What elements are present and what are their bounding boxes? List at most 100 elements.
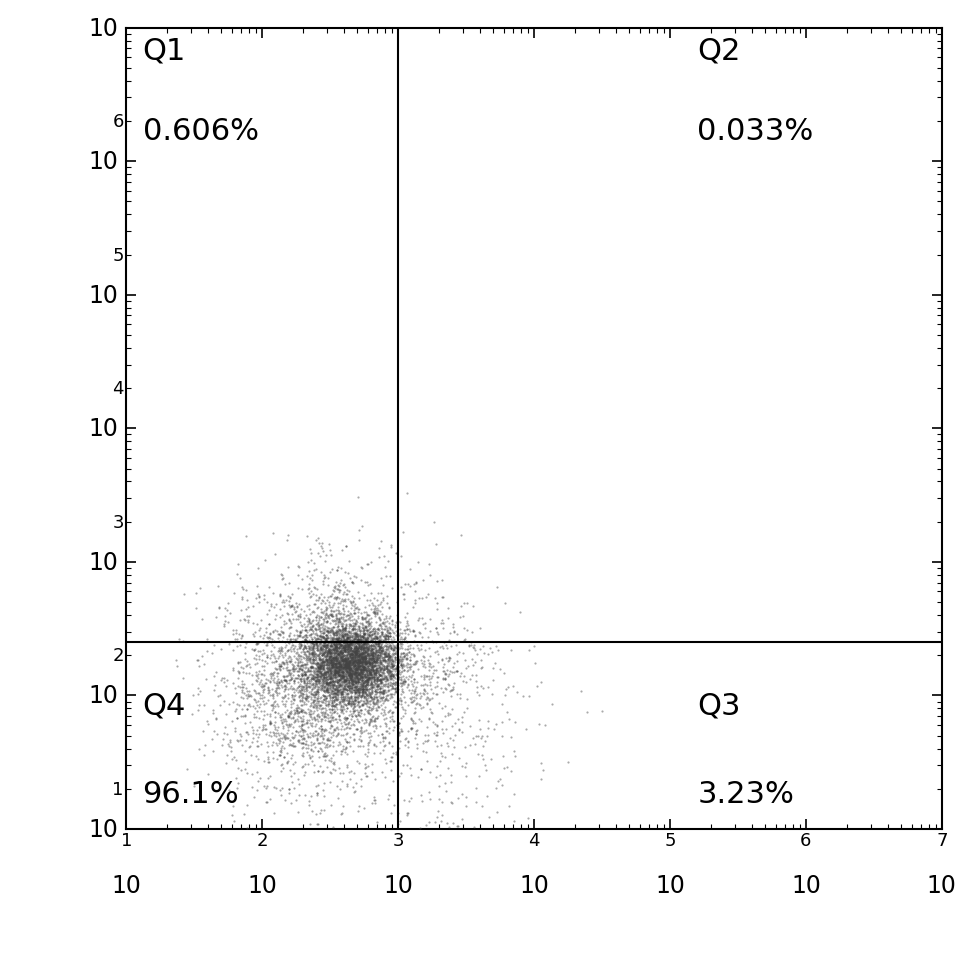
Point (339, 639, 354, 654)
Point (412, 626, 427, 641)
Point (305, 651, 320, 666)
Point (358, 656, 374, 671)
Point (330, 614, 346, 629)
Point (355, 588, 371, 603)
Point (331, 672, 347, 687)
Point (355, 677, 371, 692)
Point (501, 712, 517, 727)
Point (326, 695, 342, 710)
Point (330, 678, 346, 693)
Point (338, 655, 353, 670)
Point (369, 653, 385, 668)
Point (353, 667, 369, 682)
Point (379, 688, 394, 703)
Point (306, 587, 321, 602)
Point (338, 564, 353, 579)
Point (373, 672, 388, 687)
Point (338, 731, 353, 746)
Point (265, 623, 281, 639)
Point (322, 649, 338, 664)
Point (285, 661, 301, 677)
Point (465, 668, 481, 683)
Point (382, 599, 397, 615)
Point (380, 614, 395, 629)
Point (285, 642, 301, 658)
Point (408, 596, 423, 611)
Point (390, 696, 406, 711)
Point (298, 687, 314, 702)
Point (379, 669, 394, 684)
Point (358, 641, 374, 657)
Point (330, 625, 346, 640)
Point (349, 647, 364, 662)
Point (375, 742, 390, 758)
Point (289, 652, 305, 667)
Point (345, 701, 360, 717)
Point (293, 674, 309, 689)
Point (317, 745, 332, 760)
Point (280, 533, 295, 548)
Point (313, 565, 328, 580)
Point (395, 685, 411, 700)
Point (392, 649, 408, 664)
Point (406, 647, 421, 662)
Point (296, 663, 312, 679)
Point (314, 665, 329, 680)
Point (330, 692, 346, 707)
Point (326, 662, 342, 678)
Point (335, 675, 351, 690)
Point (322, 643, 338, 659)
Point (275, 739, 290, 754)
Point (340, 634, 355, 649)
Point (337, 652, 352, 667)
Point (356, 662, 372, 678)
Point (333, 639, 349, 654)
Point (398, 646, 414, 661)
Point (343, 642, 358, 658)
Point (328, 638, 344, 653)
Point (338, 711, 353, 726)
Point (275, 735, 290, 750)
Point (362, 664, 378, 679)
Point (295, 727, 311, 742)
Point (316, 732, 331, 747)
Point (488, 639, 504, 654)
Point (351, 684, 366, 700)
Point (397, 622, 413, 638)
Point (385, 625, 400, 640)
Point (361, 664, 377, 679)
Point (393, 658, 409, 673)
Point (297, 697, 313, 712)
Point (322, 710, 338, 725)
Point (328, 659, 344, 674)
Point (310, 670, 325, 685)
Point (381, 667, 396, 682)
Point (291, 627, 307, 642)
Point (339, 636, 354, 651)
Point (334, 638, 350, 653)
Point (291, 597, 307, 612)
Point (317, 662, 332, 678)
Point (301, 647, 317, 662)
Point (216, 732, 231, 747)
Point (328, 613, 344, 628)
Point (354, 676, 370, 691)
Point (324, 653, 340, 668)
Point (310, 698, 325, 713)
Point (306, 597, 321, 612)
Point (372, 673, 387, 688)
Point (273, 659, 288, 674)
Point (359, 640, 375, 656)
Point (362, 706, 378, 721)
Point (350, 615, 365, 630)
Point (333, 610, 349, 625)
Point (353, 692, 369, 707)
Point (357, 649, 373, 664)
Point (271, 678, 286, 693)
Point (333, 594, 349, 609)
Point (342, 694, 357, 709)
Point (335, 633, 351, 648)
Point (352, 693, 368, 708)
Point (354, 656, 370, 671)
Point (354, 673, 370, 688)
